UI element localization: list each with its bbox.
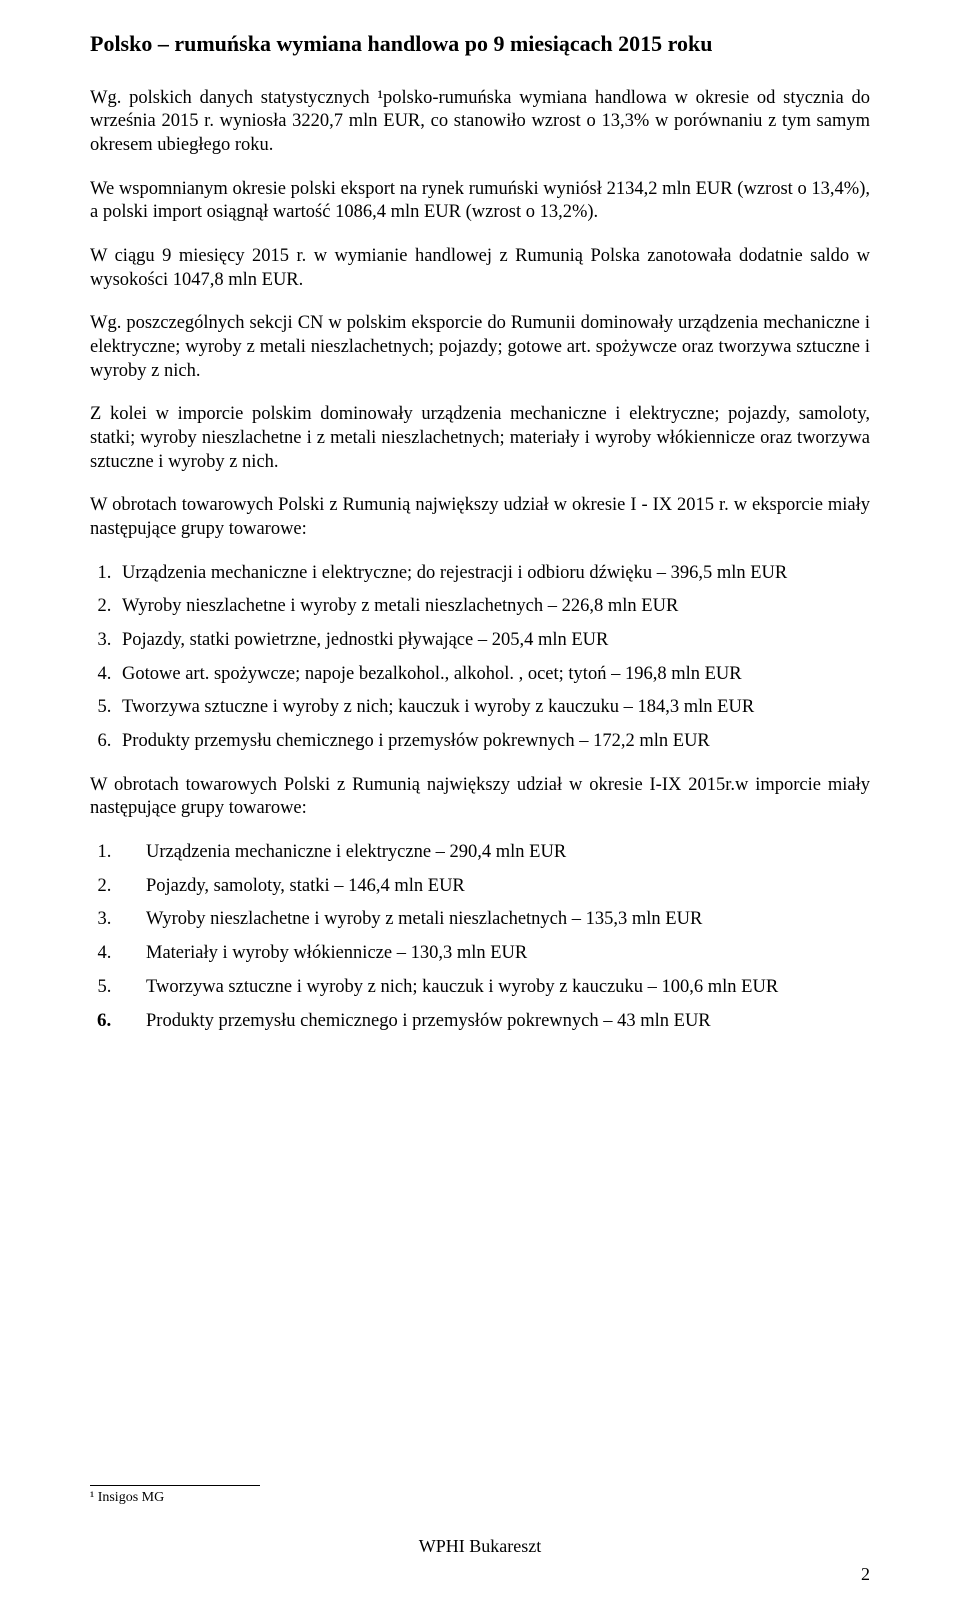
list-item: Materiały i wyroby włókiennicze – 130,3 … xyxy=(116,942,870,966)
paragraph-6: W obrotach towarowych Polski z Rumunią n… xyxy=(90,494,870,541)
page-title: Polsko – rumuńska wymiana handlowa po 9 … xyxy=(90,30,870,59)
import-list: Urządzenia mechaniczne i elektryczne – 2… xyxy=(90,841,870,1034)
export-list: Urządzenia mechaniczne i elektryczne; do… xyxy=(90,562,870,754)
list-item: Gotowe art. spożywcze; napoje bezalkohol… xyxy=(116,663,870,687)
list-item: Tworzywa sztuczne i wyroby z nich; kaucz… xyxy=(116,976,870,1000)
paragraph-7: W obrotach towarowych Polski z Rumunią n… xyxy=(90,774,870,821)
list-item: Urządzenia mechaniczne i elektryczne; do… xyxy=(116,562,870,586)
footnote-area: ¹ Insigos MG WPHI Bukareszt xyxy=(90,1485,870,1557)
list-item: Pojazdy, samoloty, statki – 146,4 mln EU… xyxy=(116,875,870,899)
list-item: Pojazdy, statki powietrzne, jednostki pł… xyxy=(116,629,870,653)
list-item: Tworzywa sztuczne i wyroby z nich; kaucz… xyxy=(116,696,870,720)
paragraph-3: W ciągu 9 miesięcy 2015 r. w wymianie ha… xyxy=(90,245,870,292)
paragraph-1: Wg. polskich danych statystycznych ¹pols… xyxy=(90,87,870,158)
list-item: Urządzenia mechaniczne i elektryczne – 2… xyxy=(116,841,870,865)
paragraph-4: Wg. poszczególnych sekcji CN w polskim e… xyxy=(90,312,870,383)
footnote-rule xyxy=(90,1485,260,1486)
footnote-text: ¹ Insigos MG xyxy=(90,1490,870,1506)
page-number: 2 xyxy=(861,1564,870,1585)
list-item: Produkty przemysłu chemicznego i przemys… xyxy=(116,730,870,754)
list-item: Wyroby nieszlachetne i wyroby z metali n… xyxy=(116,908,870,932)
list-item: Wyroby nieszlachetne i wyroby z metali n… xyxy=(116,595,870,619)
paragraph-5: Z kolei w imporcie polskim dominowały ur… xyxy=(90,403,870,474)
footer-text: WPHI Bukareszt xyxy=(90,1536,870,1557)
document-page: Polsko – rumuńska wymiana handlowa po 9 … xyxy=(0,0,960,1615)
paragraph-2: We wspomnianym okresie polski eksport na… xyxy=(90,178,870,225)
list-item: Produkty przemysłu chemicznego i przemys… xyxy=(116,1009,870,1034)
